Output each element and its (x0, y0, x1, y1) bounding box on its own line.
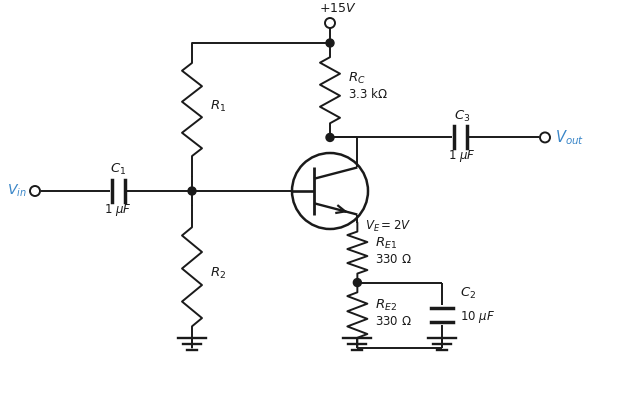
Text: $R_{E1}$: $R_{E1}$ (375, 236, 397, 251)
Text: $1\ \mu F$: $1\ \mu F$ (104, 202, 132, 218)
Text: $V_{in}$: $V_{in}$ (7, 183, 27, 199)
Text: $R_C$: $R_C$ (348, 71, 366, 86)
Text: $R_2$: $R_2$ (210, 266, 226, 281)
Text: $V_{CC}$: $V_{CC}$ (326, 0, 350, 1)
Text: $C_1$: $C_1$ (110, 162, 126, 177)
Circle shape (326, 134, 334, 141)
Text: $330\ \Omega$: $330\ \Omega$ (375, 253, 412, 266)
Circle shape (188, 187, 196, 195)
Text: $R_1$: $R_1$ (210, 99, 226, 113)
Text: $3.3\ \mathrm{k}\Omega$: $3.3\ \mathrm{k}\Omega$ (348, 87, 388, 101)
Circle shape (326, 39, 334, 47)
Text: $C_3$: $C_3$ (454, 109, 470, 124)
Text: $V_{out}$: $V_{out}$ (555, 128, 584, 147)
Text: $+15V$: $+15V$ (319, 2, 357, 15)
Text: $330\ \Omega$: $330\ \Omega$ (375, 315, 412, 328)
Text: $R_{E2}$: $R_{E2}$ (375, 298, 397, 313)
Text: $C_2$: $C_2$ (460, 286, 477, 301)
Text: $V_E = 2V$: $V_E = 2V$ (366, 219, 412, 234)
Text: $10\ \mu F$: $10\ \mu F$ (460, 309, 495, 325)
Text: $1\ \mu F$: $1\ \mu F$ (448, 148, 476, 164)
Circle shape (353, 279, 362, 286)
